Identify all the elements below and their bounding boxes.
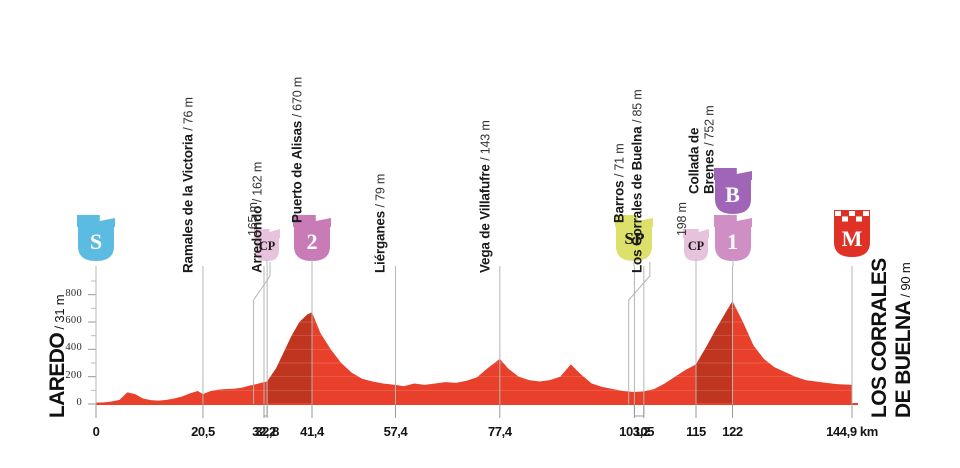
finish-city-label: LOS CORRALES DE BUELNA / 90 m bbox=[868, 258, 916, 418]
finish-marker[interactable]: M bbox=[833, 209, 871, 257]
point-altitude: / 143 m bbox=[478, 120, 493, 161]
point-name: Barros bbox=[611, 177, 627, 223]
x-axis-tick-label: 77,4 bbox=[487, 424, 512, 439]
point-marker-puerto-de-alisas-glyph bbox=[293, 215, 331, 261]
point-label-lierganes: Liérganes / 79 m bbox=[373, 174, 388, 273]
finish-marker-label: M bbox=[841, 226, 863, 251]
leader-line-arredondo bbox=[253, 262, 271, 404]
y-axis-tick-label: 800 bbox=[65, 287, 82, 299]
finish-city-line1: LOS CORRALES bbox=[868, 258, 891, 418]
x-axis-tick-label: 115 bbox=[686, 424, 706, 439]
point-marker-collada-de-brenes-label: 1 bbox=[726, 228, 739, 254]
x-axis-tick-label: 122 bbox=[722, 424, 743, 439]
point-label-los-corrales-de-buelna: Los Corrales de Buelna / 85 m bbox=[629, 90, 644, 274]
point-marker-collada-de-brenes-b-glyph bbox=[713, 168, 752, 214]
point-label-collada-de-brenes: Collada de Brenes / 752 m bbox=[686, 106, 717, 194]
marker-stem bbox=[311, 259, 313, 266]
point-altitude-cp-198m: 198 m bbox=[675, 202, 689, 236]
point-altitude: / 79 m bbox=[373, 173, 388, 208]
x-axis-tick-label: 32,8 bbox=[255, 424, 279, 439]
point-marker-cp-165m[interactable]: CP bbox=[254, 227, 281, 261]
point-marker-barros-label: SP bbox=[624, 228, 645, 248]
point-name: Liérganes bbox=[372, 207, 388, 273]
x-axis-tick-label: 103,2 bbox=[619, 424, 650, 439]
x-axis-tick-label: 57,4 bbox=[383, 424, 408, 439]
point-marker-collada-de-brenes-b[interactable]: B bbox=[713, 166, 752, 214]
start-marker-label: S bbox=[89, 228, 103, 254]
point-marker-puerto-de-alisas[interactable]: 2 bbox=[293, 213, 331, 261]
leader-line-los-corrales-de-buelna bbox=[628, 262, 651, 404]
point-marker-collada-de-brenes-glyph bbox=[713, 215, 752, 261]
point-marker-collada-de-brenes[interactable]: 1 bbox=[713, 213, 752, 261]
x-axis-tick-label: 105 bbox=[633, 424, 655, 439]
start-city-label: LAREDO / 31 m bbox=[46, 295, 70, 418]
y-axis-tick-label: 200 bbox=[65, 369, 82, 381]
point-marker-cp-198m-label: CP bbox=[687, 238, 705, 253]
point-altitude: / 85 m bbox=[630, 89, 645, 124]
point-name: Ramales de la Victoria bbox=[180, 130, 196, 273]
point-altitude: / 752 m bbox=[702, 105, 717, 146]
start-city-name: LAREDO bbox=[46, 332, 69, 418]
x-axis-tick-label: 144,9 km bbox=[826, 424, 878, 439]
y-axis-tick-label: 400 bbox=[65, 342, 82, 354]
point-label-vega-de-villafufre: Vega de Villafufre / 143 m bbox=[477, 120, 492, 273]
x-axis-tick-label: 41,4 bbox=[300, 424, 324, 439]
marker-stem bbox=[695, 259, 697, 266]
point-label-barros: Barros / 71 m bbox=[612, 144, 627, 223]
x-axis-tick-label: 0 bbox=[92, 424, 100, 439]
point-altitude: / 76 m bbox=[181, 97, 196, 131]
point-name: Vega de Villafufre bbox=[477, 160, 493, 273]
y-axis-tick-label: 600 bbox=[65, 315, 82, 326]
marker-stem bbox=[633, 259, 635, 266]
point-name-line2: Brenes / 752 m bbox=[701, 105, 717, 194]
point-name: Puerto de Alisas bbox=[289, 117, 305, 223]
x-axis-tick-label: 32,2 bbox=[252, 424, 276, 439]
point-name-line1: Collada de bbox=[686, 127, 702, 194]
x-axis-tick-label: 20,5 bbox=[191, 424, 215, 439]
point-name: Los Corrales de Buelna bbox=[629, 123, 645, 273]
point-marker-barros-glyph bbox=[615, 215, 654, 261]
point-marker-puerto-de-alisas-label: 2 bbox=[306, 228, 318, 254]
start-marker[interactable]: S bbox=[77, 213, 115, 261]
point-label-ramales-la-victoria: Ramales de la Victoria / 76 m bbox=[180, 97, 195, 273]
start-marker-glyph bbox=[77, 215, 115, 261]
y-axis-tick-label: 0 bbox=[76, 397, 82, 408]
checkered-flag-icon bbox=[834, 210, 870, 257]
point-marker-cp-165m-glyph bbox=[254, 229, 281, 261]
point-label-puerto-de-alisas: Puerto de Alisas / 670 m bbox=[290, 77, 305, 223]
marker-stem bbox=[732, 259, 734, 266]
finish-city-altitude: / 90 m bbox=[898, 262, 913, 301]
point-altitude-cp-165m: 165 m bbox=[246, 202, 261, 236]
finish-city-line2: DE BUELNA bbox=[892, 300, 915, 418]
point-altitude: / 71 m bbox=[612, 143, 627, 178]
point-altitude: / 670 m bbox=[290, 77, 305, 118]
point-altitude: / 162 m bbox=[250, 161, 265, 203]
point-marker-cp-198m[interactable]: CP bbox=[683, 227, 709, 261]
point-marker-cp-165m-label: CP bbox=[258, 238, 276, 253]
point-marker-barros[interactable]: SP bbox=[615, 213, 654, 261]
point-marker-collada-de-brenes-b-label: B bbox=[725, 181, 740, 207]
marker-stem bbox=[266, 259, 268, 266]
point-marker-cp-198m-glyph bbox=[683, 229, 709, 261]
start-city-altitude: / 31 m bbox=[52, 294, 67, 333]
